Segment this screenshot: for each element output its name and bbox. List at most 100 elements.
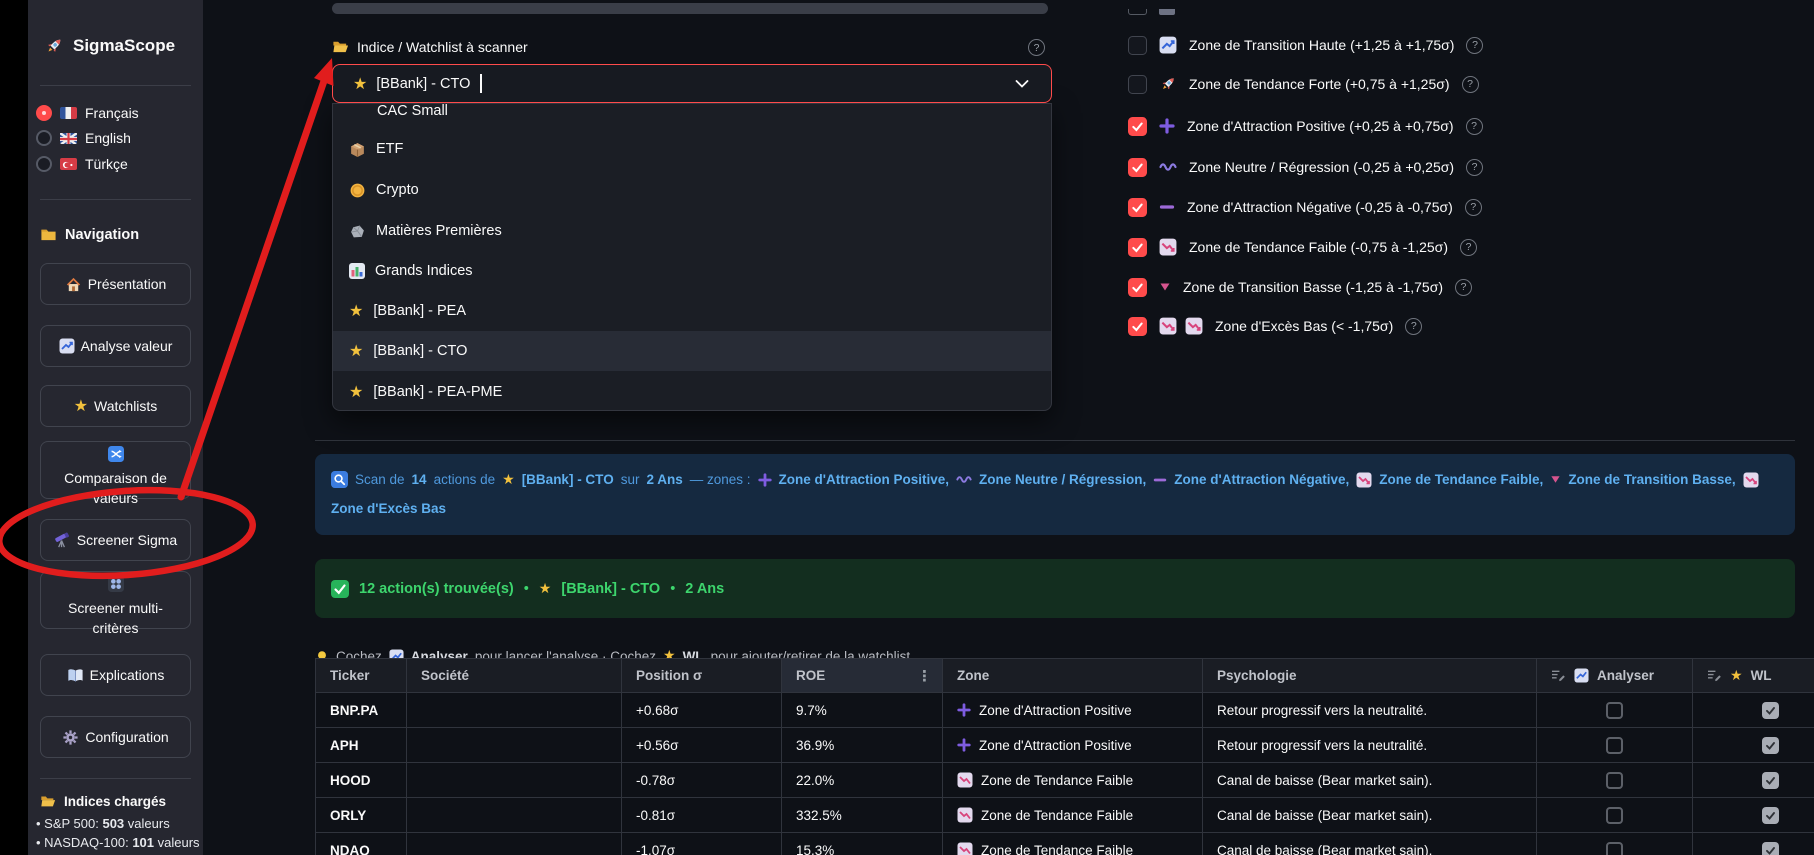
- checkbox-checked[interactable]: [1128, 157, 1147, 177]
- table-row-bnp: BNP.PA +0.68σ 9.7% Zone d'Attraction Pos…: [316, 693, 1814, 728]
- column-header-roe[interactable]: ROE ⋮: [782, 658, 943, 693]
- checkbox-checked[interactable]: [1128, 277, 1147, 297]
- dropdown-option-etf[interactable]: ETF: [333, 129, 1051, 169]
- rocket-icon: [44, 36, 64, 56]
- chart-up-icon: [1159, 36, 1177, 54]
- dropdown-option-bbank-pea-pme[interactable]: ★ [BBank] - PEA-PME: [349, 382, 503, 401]
- table-row-aph: APH +0.56σ 36.9% Zone d'Attraction Posit…: [316, 728, 1814, 763]
- sidebar-button-explications[interactable]: Explications: [40, 654, 191, 696]
- analyser-checkbox[interactable]: [1606, 701, 1623, 719]
- rocket-icon: [1159, 75, 1177, 93]
- sidebar-button-analyse-valeur[interactable]: Analyse valeur: [40, 325, 191, 367]
- scanner-select[interactable]: ★ [BBank] - CTO: [332, 64, 1052, 103]
- chart-down-icon: [1356, 472, 1372, 488]
- sidebar-button-configuration[interactable]: Configuration: [40, 716, 191, 758]
- table-row-orly: ORLY -0.81σ 332.5% Zone de Tendance Faib…: [316, 798, 1814, 833]
- checkbox-unchecked[interactable]: [1128, 35, 1147, 55]
- navigation-section-header: Navigation: [40, 226, 139, 243]
- wl-checkbox[interactable]: [1762, 736, 1779, 754]
- star-icon: ★: [1730, 667, 1743, 684]
- help-icon[interactable]: ?: [1460, 238, 1477, 256]
- column-header-psychologie[interactable]: Psychologie: [1203, 658, 1537, 693]
- chart-down-icon: [957, 807, 973, 823]
- sidebar: [28, 0, 203, 855]
- triangle-down-icon: [1550, 474, 1561, 485]
- table-row-ndaq: NDAQ -1.07σ 15.3% Zone de Tendance Faibl…: [316, 833, 1814, 855]
- knobs-icon: [107, 576, 124, 592]
- chevron-down-icon[interactable]: [1015, 80, 1029, 88]
- analyser-checkbox[interactable]: [1606, 771, 1623, 789]
- help-icon[interactable]: ?: [1461, 75, 1479, 93]
- help-icon[interactable]: ?: [1465, 117, 1483, 135]
- dropdown-option-matieres-premieres[interactable]: Matières Premières: [333, 211, 1051, 251]
- column-header-position[interactable]: Position σ: [622, 658, 782, 693]
- wl-checkbox[interactable]: [1762, 771, 1779, 789]
- help-icon[interactable]: ?: [1464, 198, 1482, 216]
- column-header-zone[interactable]: Zone: [943, 658, 1203, 693]
- index-loaded-sp500: • S&P 500: 503 valeurs: [36, 816, 170, 831]
- dropdown-option-crypto[interactable]: Crypto: [333, 170, 1051, 210]
- help-icon[interactable]: ?: [1466, 158, 1484, 176]
- checkbox-checked[interactable]: [1128, 237, 1147, 257]
- sidebar-button-screener-multi[interactable]: Screener multi-critères: [40, 571, 191, 636]
- help-icon[interactable]: ?: [1455, 278, 1472, 296]
- help-icon[interactable]: ?: [1028, 39, 1045, 56]
- sidebar-button-presentation[interactable]: Présentation: [40, 263, 191, 305]
- column-header-wl[interactable]: ★ WL: [1693, 658, 1814, 693]
- scan-info-line2: Zone d'Excès Bas: [331, 501, 447, 516]
- bar-chart-icon: [349, 263, 365, 279]
- checkbox-checked[interactable]: [1128, 116, 1147, 136]
- horizontal-scrollbar-thumb[interactable]: [332, 3, 1048, 14]
- chart-down-icon: [957, 842, 973, 855]
- text-cursor: [480, 74, 482, 93]
- checkbox-checked[interactable]: [1128, 197, 1147, 217]
- results-table: Ticker Société Position σ ROE ⋮ Zone Psyc…: [315, 658, 1814, 855]
- zone-row-transition-haute: Zone de Transition Haute (+1,25 à +1,75σ…: [1128, 25, 1484, 65]
- language-option-turkce[interactable]: Türkçe: [36, 153, 128, 175]
- turkey-flag-icon: [60, 158, 77, 170]
- sidebar-button-comparaison[interactable]: Comparaison de valeurs: [40, 441, 191, 506]
- checkbox-checked[interactable]: [1128, 316, 1147, 336]
- column-menu-icon[interactable]: ⋮: [917, 666, 932, 685]
- checkbox-unchecked[interactable]: [1128, 74, 1147, 94]
- star-icon: ★: [349, 341, 364, 360]
- minus-icon: [1153, 473, 1167, 487]
- zone-row-transition-basse: Zone de Transition Basse (-1,25 à -1,75σ…: [1128, 267, 1472, 307]
- results-period: 2 Ans: [685, 580, 725, 597]
- dropdown-option-bbank-pea[interactable]: ★ [BBank] - PEA: [349, 301, 467, 320]
- wl-checkbox[interactable]: [1762, 701, 1779, 719]
- analyser-checkbox[interactable]: [1606, 841, 1623, 855]
- scanner-select-value: [BBank] - CTO: [376, 75, 471, 92]
- wl-checkbox[interactable]: [1762, 806, 1779, 824]
- results-portfolio: [BBank] - CTO: [561, 580, 661, 597]
- analyser-checkbox[interactable]: [1606, 736, 1623, 754]
- chart-down-icon: [957, 772, 973, 788]
- analyser-checkbox[interactable]: [1606, 806, 1623, 824]
- dropdown-option-cac-small[interactable]: CAC Small: [377, 103, 448, 119]
- open-folder-icon: [332, 38, 349, 55]
- gear-icon: [62, 729, 79, 746]
- divider: [40, 778, 191, 779]
- help-icon[interactable]: ?: [1466, 36, 1484, 54]
- language-option-francais[interactable]: Français: [36, 102, 139, 124]
- uk-flag-icon: [60, 132, 77, 144]
- chart-down-icon: [1159, 238, 1177, 256]
- column-header-societe[interactable]: Société: [407, 658, 622, 693]
- radio-icon[interactable]: [36, 130, 52, 146]
- zone-cell: Zone d'Attraction Positive: [943, 728, 1203, 763]
- column-header-ticker[interactable]: Ticker: [316, 658, 407, 693]
- scan-info-banner: Scan de 14 actions de ★ [BBank] - CTO su…: [315, 454, 1795, 535]
- dropdown-option-bbank-cto[interactable]: ★ [BBank] - CTO: [333, 331, 1051, 371]
- sidebar-button-screener-sigma[interactable]: Screener Sigma: [40, 519, 191, 561]
- scan-info-line1: Scan de 14 actions de ★ [BBank] - CTO su…: [331, 465, 1779, 494]
- sidebar-button-watchlists[interactable]: ★ Watchlists: [40, 385, 191, 427]
- column-header-analyser[interactable]: Analyser: [1537, 658, 1693, 693]
- help-icon[interactable]: ?: [1405, 317, 1423, 335]
- dropdown-option-grands-indices[interactable]: Grands Indices: [333, 251, 1051, 291]
- wl-checkbox[interactable]: [1762, 841, 1779, 855]
- clipped-icon-fragment: [1159, 9, 1175, 15]
- language-option-english[interactable]: English: [36, 127, 131, 149]
- magnifier-icon: [331, 471, 348, 488]
- radio-icon[interactable]: [36, 156, 52, 172]
- radio-selected-icon[interactable]: [36, 105, 52, 121]
